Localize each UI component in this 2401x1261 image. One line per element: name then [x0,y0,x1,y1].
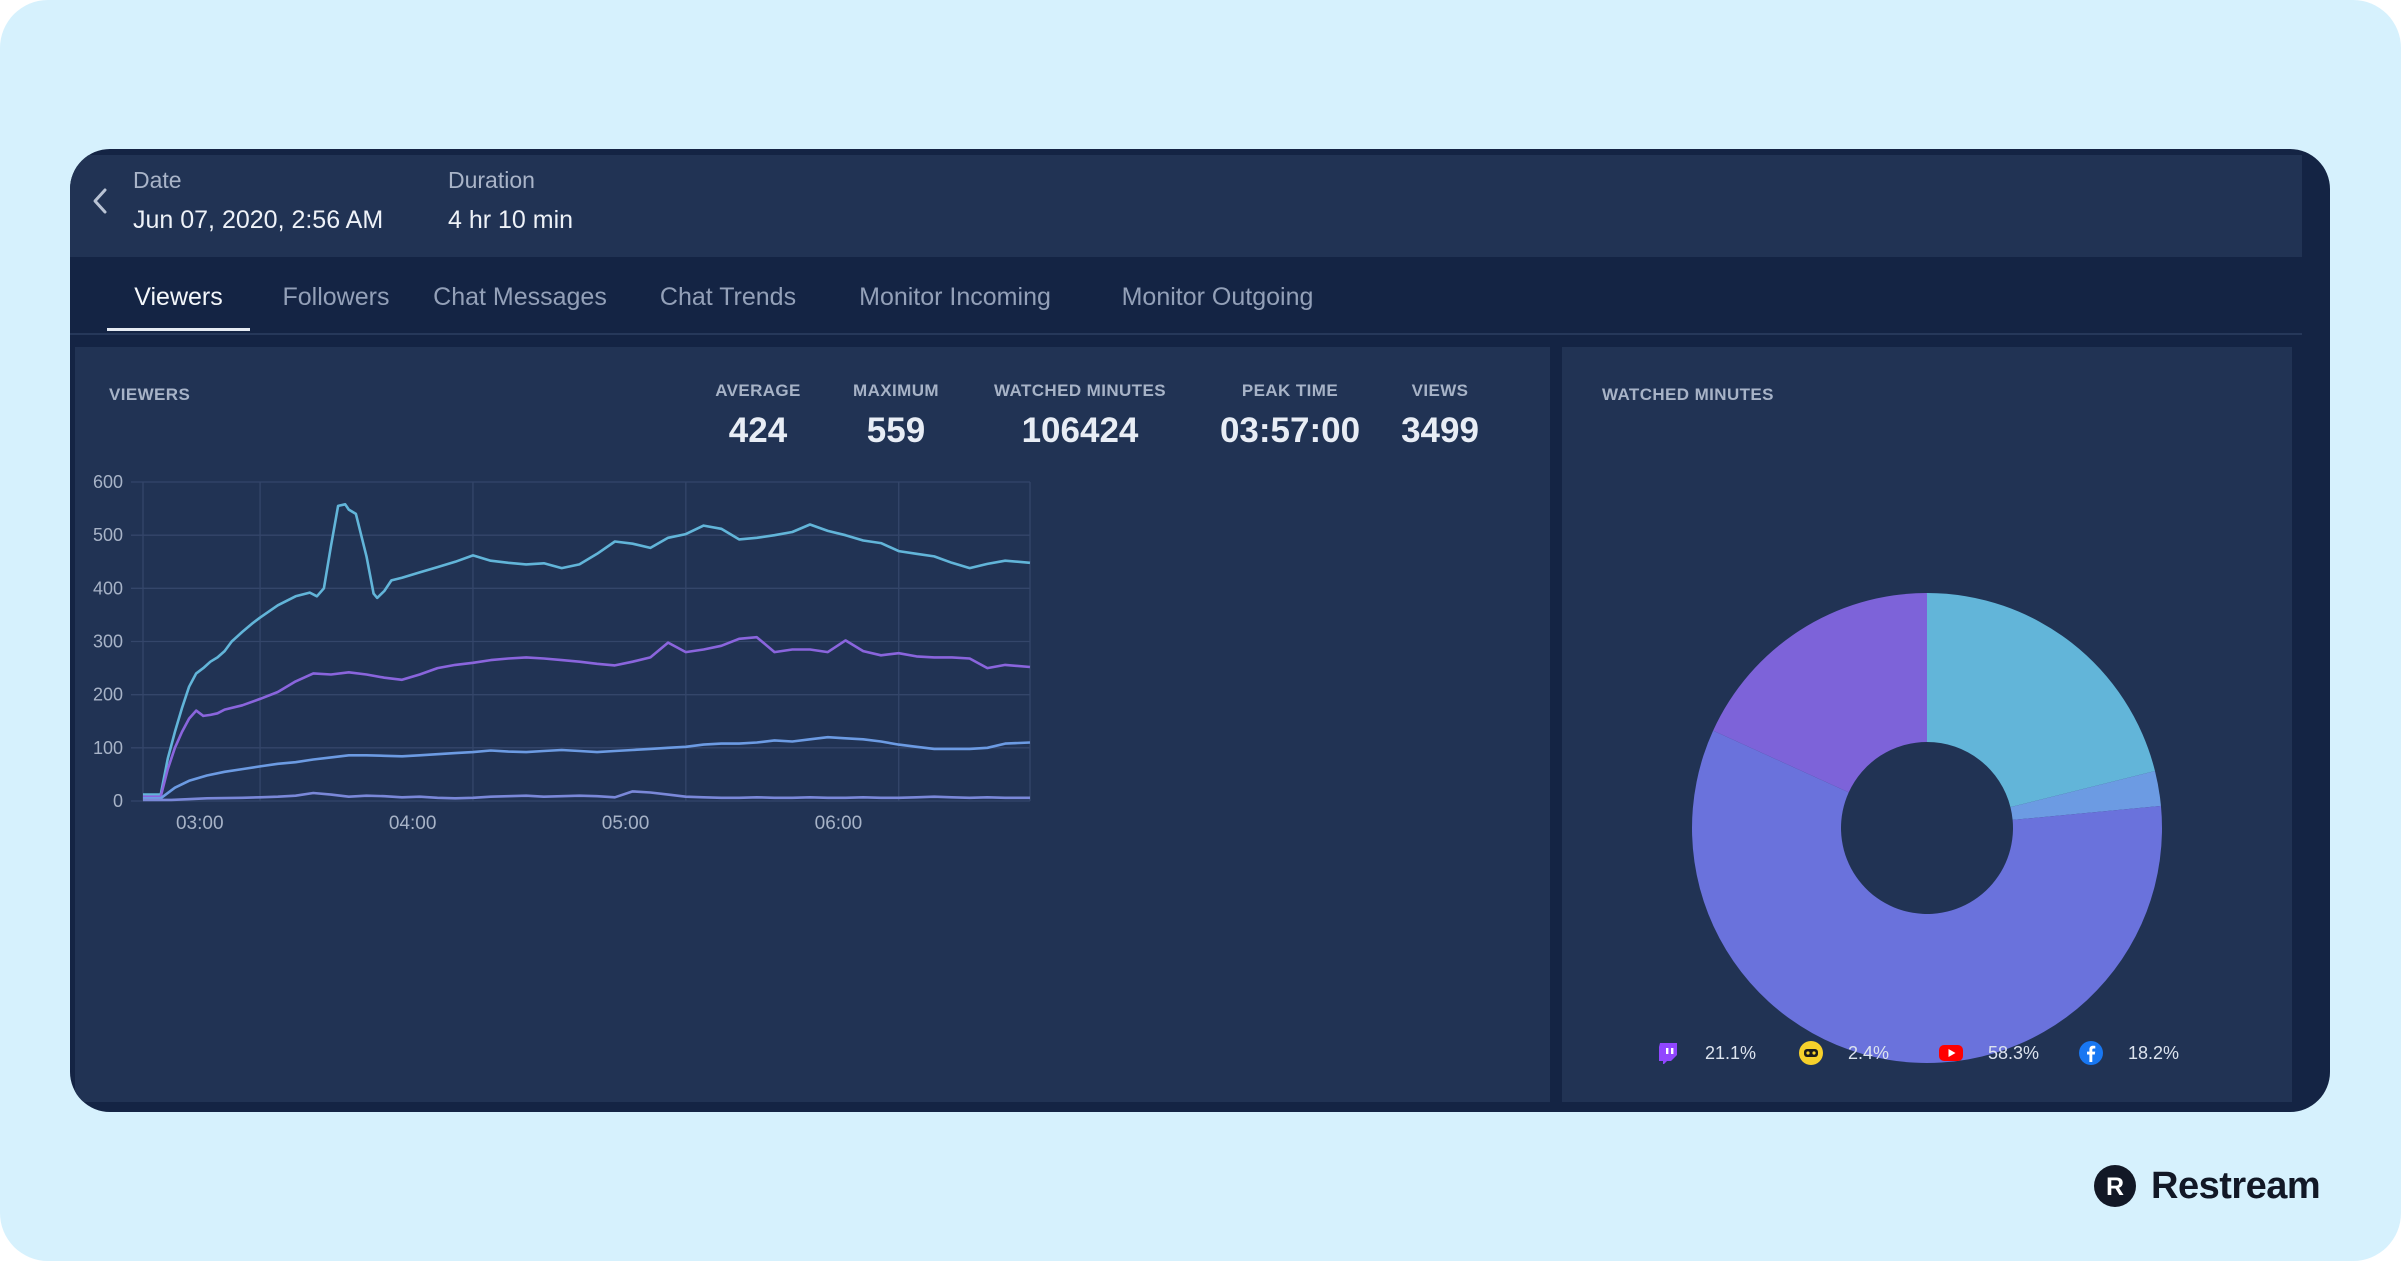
donut-slice-facebook [1713,593,1927,793]
viewers-card-title: VIEWERS [109,385,191,404]
facebook-icon [2079,1041,2103,1065]
back-button[interactable] [86,181,114,221]
y-tick-label: 400 [93,578,123,598]
stat-watched-minutes: WATCHED MINUTES 106424 [970,381,1190,451]
donut-slice-youtube [1692,730,2163,1064]
viewers-card [75,347,1550,1102]
legend-value: 58.3% [1988,1042,2040,1063]
date-value: Jun 07, 2020, 2:56 AM [133,206,384,234]
viewers-series-line-1 [143,635,1031,799]
stream-header: Date Jun 07, 2020, 2:56 AM Duration 4 hr… [70,155,2302,257]
donut-slice-twitch [1927,593,2155,808]
tab-chat-trends[interactable]: Chat Trends [659,283,797,311]
tab-bar: Viewers Followers Chat Messages Chat Tre… [70,257,2302,335]
chevron-left-icon [93,188,107,214]
stat-value: 03:57:00 [1219,411,1361,450]
active-tab-indicator [107,328,250,331]
legend-twitch: 21.1% [1655,1038,1756,1068]
tab-followers[interactable]: Followers [282,283,390,311]
y-tick-label: 100 [93,738,123,758]
y-tick-label: 600 [93,472,123,492]
stat-label: WATCHED MINUTES [994,381,1166,400]
stat-label: VIEWS [1411,381,1469,400]
legend-youtube: 58.3% [1938,1038,2039,1068]
watched-minutes-donut [1692,593,2163,1064]
viewers-series-line-2 [143,735,1031,800]
legend-value: 2.4% [1848,1042,1890,1063]
y-tick-label: 500 [93,525,123,545]
tab-monitor-incoming[interactable]: Monitor Incoming [859,283,1051,311]
stat-views: VIEWS 3499 [1380,381,1500,451]
y-tick-label: 0 [113,791,123,811]
stat-value: 106424 [1021,411,1139,450]
stat-value: 3499 [1401,411,1479,450]
svg-text:R: R [2106,1173,2124,1201]
stat-label: PEAK TIME [1241,381,1339,400]
tab-chat-messages[interactable]: Chat Messages [433,283,607,311]
stat-value: 424 [728,411,788,450]
x-tick-label: 05:00 [602,813,650,834]
x-tick-label: 04:00 [389,813,437,834]
stat-maximum: MAXIMUM 559 [836,381,956,451]
duration-value: 4 hr 10 min [448,206,574,234]
donut-slice-trovo [2010,770,2161,820]
viewers-line-chart: 0 100 200 300 400 500 600 03:00 04:00 05:00 06:00 [93,472,1031,834]
stat-label: AVERAGE [715,381,801,400]
duration-label: Duration [448,167,535,193]
trovo-icon [1799,1041,1823,1065]
stat-peak-time: PEAK TIME 03:57:00 [1210,381,1370,451]
restream-brand: R Restream [2093,1163,2321,1209]
restream-logo-icon: R [2094,1165,2136,1207]
brand-name: Restream [2151,1164,2321,1207]
analytics-window: Date Jun 07, 2020, 2:56 AM Duration 4 hr… [70,149,2330,1112]
duration-block: Duration 4 hr 10 min [448,167,573,235]
legend-facebook: 18.2% [2078,1038,2179,1068]
x-tick-label: 06:00 [815,813,863,834]
stat-value: 559 [866,411,926,450]
tab-monitor-outgoing[interactable]: Monitor Outgoing [1121,283,1314,311]
legend-trovo: 2.4% [1798,1038,1889,1068]
y-tick-label: 200 [93,685,123,705]
twitch-icon [1659,1043,1677,1064]
y-tick-label: 300 [93,632,123,652]
stat-average: AVERAGE 424 [698,381,818,451]
x-tick-label: 03:00 [176,813,224,834]
stat-label: MAXIMUM [853,381,939,400]
viewers-series-line-0 [143,503,1031,796]
date-block: Date Jun 07, 2020, 2:56 AM [133,167,383,235]
youtube-icon [1939,1045,1963,1061]
legend-value: 21.1% [1705,1042,1757,1063]
tab-viewers[interactable]: Viewers [134,283,223,311]
viewers-series-line-3 [143,790,1030,802]
legend-value: 18.2% [2128,1042,2180,1063]
watched-minutes-title: WATCHED MINUTES [1602,385,1774,404]
date-label: Date [133,167,182,193]
